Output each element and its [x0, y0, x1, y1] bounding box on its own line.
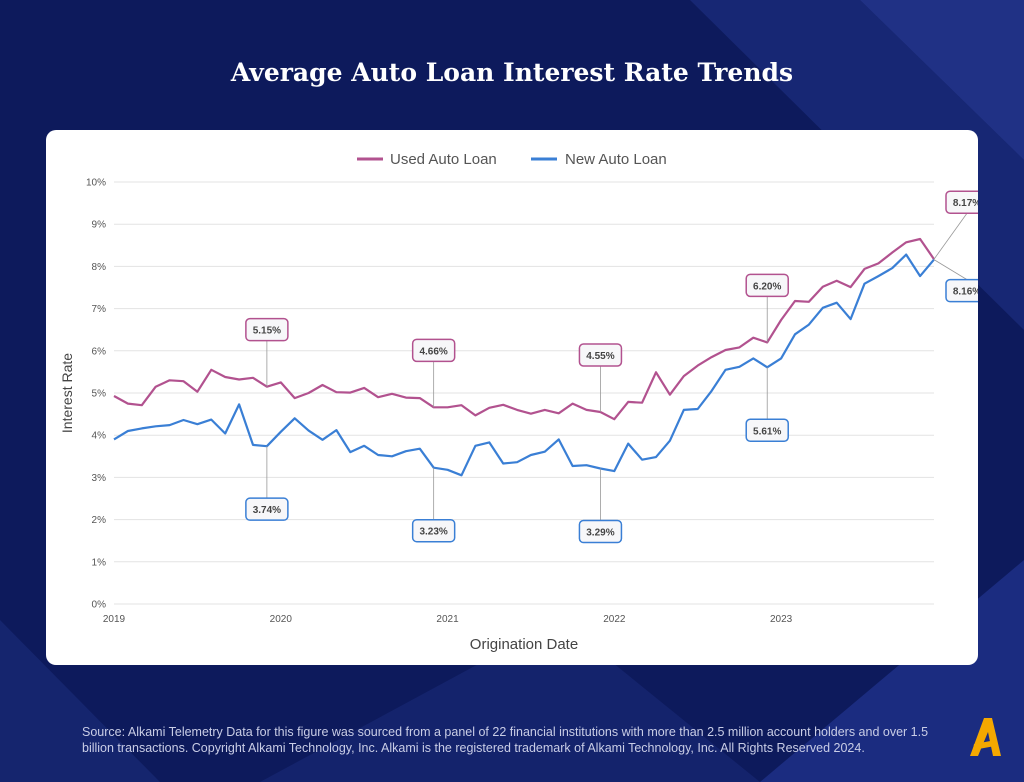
alkami-a-logo-icon: [970, 718, 1001, 756]
y-tick-label: 3%: [92, 473, 107, 484]
annotation-box: [245, 497, 289, 521]
annotation-label: 8.17%: [953, 198, 978, 209]
annotation-box: [578, 343, 623, 367]
x-axis-title: Origination Date: [470, 636, 578, 653]
legend-used-label: Used Auto Loan: [390, 151, 497, 168]
annotation-label: 5.61%: [753, 426, 781, 437]
annotation-box: [945, 278, 978, 303]
y-tick-label: 1%: [92, 557, 107, 568]
annotation-box: [745, 273, 789, 298]
annotation-label: 4.66%: [419, 346, 447, 357]
y-axis-title: Interest Rate: [59, 353, 75, 433]
legend-new-label: New Auto Loan: [565, 151, 667, 168]
y-tick-label: 7%: [92, 304, 107, 315]
new-auto-loan-line: [113, 253, 935, 477]
gridlines: [114, 181, 934, 605]
annotation-box: [411, 518, 456, 543]
y-axis-ticks: 0% 1% 2% 3% 4% 5% 6% 7% 8% 9% 10%: [86, 178, 106, 611]
source-note: Source: Alkami Telemetry Data for this f…: [82, 725, 929, 755]
y-tick-label: 10%: [86, 178, 106, 189]
annotations: 5.15% 4.66% 4.55% 6.20% 8.17% 3.74% 3.23% 3.29%…: [245, 190, 978, 544]
x-tick-label: 2023: [770, 614, 793, 625]
y-tick-label: 9%: [92, 220, 107, 231]
annotation-box: [745, 418, 789, 443]
y-tick-label: 2%: [92, 515, 107, 526]
page-title: Average Auto Loan Interest Rate Trends: [230, 58, 794, 87]
annotation-box: [245, 317, 289, 342]
series-lines: [113, 237, 935, 477]
annotation-label: 3.23%: [419, 527, 447, 538]
annotation-label: 3.29%: [586, 528, 614, 539]
chart-card: Used Auto Loan New Auto Loan 0% 1% 2% 3% 4% 5…: [46, 130, 978, 665]
annotation-label: 3.74%: [253, 505, 281, 516]
annotation-box: [411, 338, 456, 363]
annotation-box: [578, 519, 623, 544]
annotation-leader: [933, 259, 968, 280]
annotation-label: 6.20%: [753, 281, 781, 292]
y-tick-label: 4%: [92, 431, 107, 442]
y-tick-label: 8%: [92, 262, 107, 273]
annotation-label: 8.16%: [953, 287, 978, 298]
y-tick-label: 0%: [92, 600, 107, 611]
x-tick-label: 2020: [270, 614, 293, 625]
used-auto-loan-line: [113, 237, 935, 421]
annotation-label: 4.55%: [586, 351, 614, 362]
annotation-label: 5.15%: [253, 326, 281, 337]
x-tick-label: 2022: [603, 614, 626, 625]
y-tick-label: 5%: [92, 389, 107, 400]
line-chart: Used Auto Loan New Auto Loan 0% 1% 2% 3% 4% 5…: [59, 151, 978, 653]
x-tick-label: 2019: [103, 614, 126, 625]
y-tick-label: 6%: [92, 346, 107, 357]
annotation-box: [945, 190, 978, 214]
x-tick-label: 2021: [436, 614, 459, 625]
legend: Used Auto Loan New Auto Loan: [357, 151, 667, 168]
x-axis-ticks: 2019 2020 2021 2022 2023: [103, 614, 793, 625]
annotation-leader: [933, 212, 968, 260]
